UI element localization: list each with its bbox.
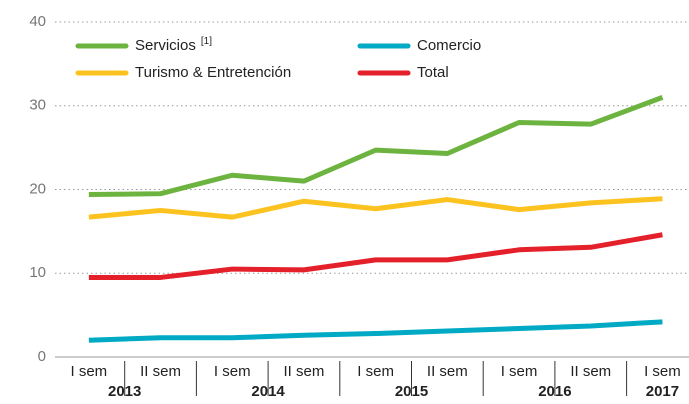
y-tick-label: 30 xyxy=(29,97,46,114)
x-tick-label: II sem xyxy=(140,363,181,380)
y-tick-label: 0 xyxy=(38,348,46,365)
series-line xyxy=(88,196,663,220)
legend-name: Total xyxy=(417,64,449,81)
x-tick-label: II sem xyxy=(284,363,325,380)
series-line xyxy=(88,232,663,280)
y-tick-label: 10 xyxy=(29,264,46,281)
x-tick-label: I sem xyxy=(644,363,681,380)
legend-note: [1] xyxy=(201,36,212,47)
legend-label: Comercio xyxy=(417,37,481,54)
legend-name: Turismo & Entretención xyxy=(135,64,291,81)
x-tick-label: I sem xyxy=(357,363,394,380)
legend-name: Servicios xyxy=(135,37,196,54)
legend-name: Comercio xyxy=(417,37,481,54)
y-tick-label: 20 xyxy=(29,180,46,197)
x-tick-label: II sem xyxy=(427,363,468,380)
legend-label: Total xyxy=(417,64,449,81)
year-label: 2017 xyxy=(646,383,679,400)
x-tick-label: II sem xyxy=(570,363,611,380)
legend-label: Servicios [1] xyxy=(135,36,212,54)
x-tick-label: I sem xyxy=(214,363,251,380)
legend-label: Turismo & Entretención xyxy=(135,64,291,81)
y-tick-label: 40 xyxy=(29,13,46,30)
x-tick-label: I sem xyxy=(71,363,108,380)
x-tick-label: I sem xyxy=(501,363,538,380)
series-line xyxy=(88,95,664,198)
series-line xyxy=(88,319,663,343)
